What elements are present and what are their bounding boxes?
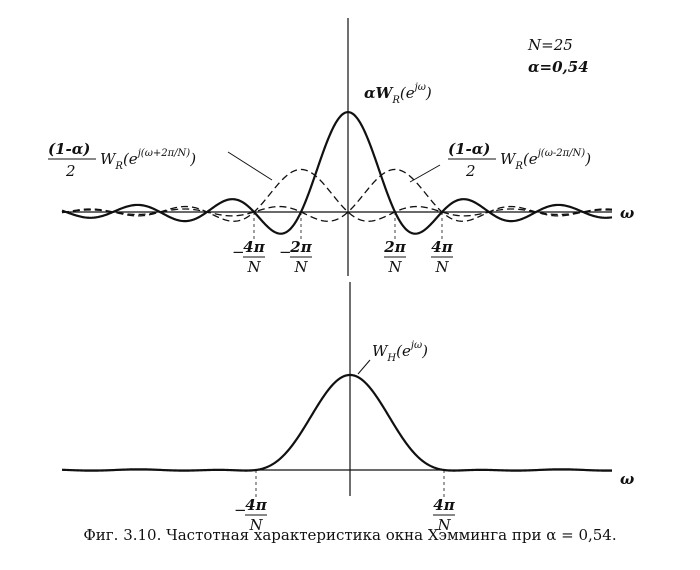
- tick-sign: −: [234, 501, 247, 519]
- label-part: αW: [364, 84, 395, 102]
- curve: [61, 373, 613, 472]
- leader: [357, 359, 371, 375]
- label-part: W: [372, 342, 389, 360]
- label-part: (e: [523, 150, 538, 168]
- label-part: (e: [123, 150, 138, 168]
- label-part: ): [421, 342, 428, 360]
- tick-sign: −: [232, 243, 245, 261]
- tick-num: 4π: [431, 238, 453, 256]
- tick-num: 4π: [245, 496, 267, 514]
- tick-num: 4π: [433, 496, 455, 514]
- label-part: j(ω-2π/N): [536, 148, 586, 159]
- fraction-den: 2: [65, 162, 76, 180]
- label-part: (e: [400, 84, 415, 102]
- label-part: H: [386, 353, 396, 364]
- leader: [409, 164, 441, 183]
- label-part: jω: [409, 340, 422, 351]
- label-part: R: [514, 161, 523, 172]
- param: α=0,54: [528, 58, 589, 76]
- tick-num: 2π: [383, 238, 406, 256]
- tick-den: N: [246, 258, 261, 276]
- curve: [61, 168, 613, 222]
- curve: [61, 110, 613, 235]
- tick-den: N: [436, 516, 451, 534]
- label-part: W: [100, 150, 117, 168]
- tick-den: N: [434, 258, 449, 276]
- tick-num: 4π: [243, 238, 265, 256]
- axis-label: ω: [620, 470, 634, 488]
- param: N=25: [527, 36, 573, 54]
- curve-label: WR(ej(ω-2π/N)): [500, 148, 591, 172]
- label-part: (e: [396, 342, 411, 360]
- label-part: jω: [413, 82, 426, 93]
- caption: Фиг. 3.10. Частотная характеристика окна…: [83, 526, 616, 544]
- tick-den: N: [387, 258, 402, 276]
- label-part: ): [584, 150, 591, 168]
- label-part: j(ω+2π/N): [136, 148, 191, 159]
- fraction-num: (1-α): [448, 140, 490, 158]
- curve-label: αWR(ejω): [364, 82, 432, 106]
- fraction-num: (1-α): [48, 140, 90, 158]
- label-part: R: [391, 95, 400, 106]
- tick-sign: −: [279, 243, 292, 261]
- tick-den: N: [248, 516, 263, 534]
- label-part: ): [425, 84, 432, 102]
- tick-num: 2π: [289, 238, 312, 256]
- label-part: R: [114, 161, 123, 172]
- label-part: ): [189, 150, 196, 168]
- axis-label: ω: [620, 204, 634, 222]
- curve-label: WH(ejω): [372, 340, 428, 364]
- leader: [227, 151, 273, 181]
- label-part: W: [500, 150, 517, 168]
- curve: [61, 168, 613, 222]
- fraction-den: 2: [465, 162, 476, 180]
- curve-label: WR(ej(ω+2π/N)): [100, 148, 196, 172]
- tick-den: N: [293, 258, 308, 276]
